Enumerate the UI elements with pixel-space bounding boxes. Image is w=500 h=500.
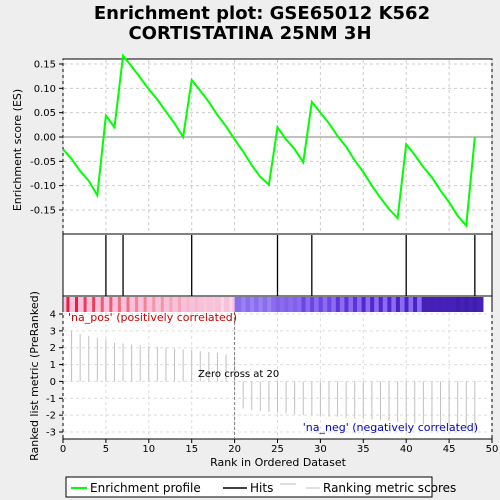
strip-pos-cell: [203, 297, 207, 312]
chart-title-line2: CORTISTATINA 25NM 3H: [128, 23, 371, 44]
strip-neg-cell: [310, 297, 315, 312]
strip-pos-cell: [100, 297, 104, 312]
hits-marks: [105, 235, 476, 296]
legend-hits-label: Hits: [250, 481, 273, 495]
strip-pos-cell: [220, 297, 224, 312]
strip-neg-cell: [250, 297, 255, 312]
strip-neg-cell: [455, 297, 460, 312]
strip-pos-cell: [195, 297, 199, 312]
strip-neg-cell: [335, 297, 340, 312]
strip-pos-cell: [186, 297, 190, 312]
strip-neg-cell: [430, 297, 435, 312]
x-tick-label: 45: [443, 444, 456, 455]
strip-neg-cell: [413, 297, 418, 312]
strip-neg-cell: [301, 297, 306, 312]
metric-y-axis-label: Ranked list metric (PreRanked): [28, 291, 41, 461]
strip-neg-cell: [241, 297, 246, 312]
x-axis-label: Rank in Ordered Dataset: [210, 456, 347, 469]
strip-neg-cell: [344, 297, 349, 312]
es-y-ticks: 0.15 0.10 0.05 0.00 -0.05 -0.10 -0.15: [30, 60, 63, 217]
es-y-tick-label: 0.15: [34, 60, 56, 71]
strip-neg-cell: [395, 297, 400, 312]
strip-neg-cell: [292, 297, 297, 312]
strip-neg-cell: [378, 297, 383, 312]
strip-neg-cell: [327, 297, 332, 312]
x-tick-label: 5: [103, 444, 109, 455]
es-y-tick-label: 0.10: [34, 84, 56, 95]
strip-pos-cell: [212, 297, 216, 312]
strip-neg-cell: [353, 297, 358, 312]
strip-neg-cell: [284, 297, 289, 312]
x-tick-label: 15: [185, 444, 198, 455]
strip-pos-cell: [143, 297, 147, 312]
x-axis-ticks: 0 5 10 15 20 25 30 35 40 45 50: [60, 439, 499, 455]
neg-correlated-label: 'na_neg' (negatively correlated): [303, 421, 478, 434]
metric-y-tick-label: 4: [50, 310, 56, 321]
strip-pos-cell: [109, 297, 113, 312]
x-tick-label: 10: [142, 444, 155, 455]
strip-pos-bg: [64, 297, 235, 312]
legend-es-label: Enrichment profile: [90, 481, 201, 495]
metric-y-tick-label: -1: [46, 394, 56, 405]
strip-pos-cell: [229, 297, 233, 312]
pos-correlated-label: 'na_pos' (positively correlated): [68, 311, 237, 324]
x-tick-label: 30: [314, 444, 327, 455]
strip-neg-cell: [404, 297, 409, 312]
strip-neg-cell: [275, 297, 280, 312]
legend: Enrichment profile Hits Ranking metric s…: [65, 476, 456, 498]
es-y-tick-label: 0.05: [34, 108, 56, 119]
strip-pos-cell: [117, 297, 121, 312]
strip-neg-cell: [421, 297, 426, 312]
strip-neg-cell: [447, 297, 452, 312]
es-profile-line: [62, 53, 476, 228]
es-y-axis-label: Enrichment score (ES): [11, 89, 24, 211]
es-y-tick-label: 0.00: [34, 133, 56, 144]
x-tick-label: 25: [271, 444, 284, 455]
es-y-tick-label: -0.05: [30, 157, 56, 168]
strip-neg-cell: [318, 297, 323, 312]
strip-pos-cell: [152, 297, 156, 312]
x-tick-label: 50: [486, 444, 499, 455]
legend-box: [65, 476, 433, 498]
strip-neg-cell: [258, 297, 263, 312]
chart-title-line1: Enrichment plot: GSE65012 K562: [94, 3, 430, 24]
x-tick-label: 40: [400, 444, 413, 455]
strip-neg-cell: [370, 297, 375, 312]
strip-pos-cell: [75, 297, 79, 312]
metric-y-tick-label: -2: [46, 411, 56, 422]
strip-pos-cell: [177, 297, 181, 312]
strip-neg-cell: [387, 297, 392, 312]
metric-y-tick-label: 0: [50, 377, 56, 388]
rank-heatmap-strip: [64, 297, 484, 312]
strip-pos-cell: [135, 297, 139, 312]
strip-neg-cell: [361, 297, 366, 312]
es-y-tick-label: -0.15: [30, 206, 56, 217]
metric-y-tick-label: 2: [50, 343, 56, 354]
zero-cross-label: Zero cross at 20: [198, 369, 279, 380]
x-tick-label: 0: [60, 444, 66, 455]
strip-pos-cell: [169, 297, 173, 312]
x-tick-label: 20: [228, 444, 241, 455]
es-y-tick-label: -0.10: [30, 181, 56, 192]
strip-neg-cell: [473, 297, 478, 312]
legend-metric-label: Ranking metric scores: [323, 481, 456, 495]
strip-neg-cell: [267, 297, 272, 312]
strip-pos-cell: [126, 297, 130, 312]
x-tick-label: 35: [357, 444, 370, 455]
metric-y-tick-label: 1: [50, 360, 56, 371]
strip-pos-cell: [92, 297, 96, 312]
strip-pos-cell: [160, 297, 164, 312]
strip-pos-cell: [83, 297, 87, 312]
metric-y-tick-label: -3: [46, 428, 56, 439]
strip-neg-cell: [464, 297, 469, 312]
metric-bars: [71, 330, 476, 430]
metric-y-ticks: 4 3 2 1 0 -1 -2 -3: [46, 310, 63, 439]
metric-y-tick-label: 3: [50, 326, 56, 337]
strip-pos-cell: [66, 297, 70, 312]
strip-neg-cell: [438, 297, 443, 312]
